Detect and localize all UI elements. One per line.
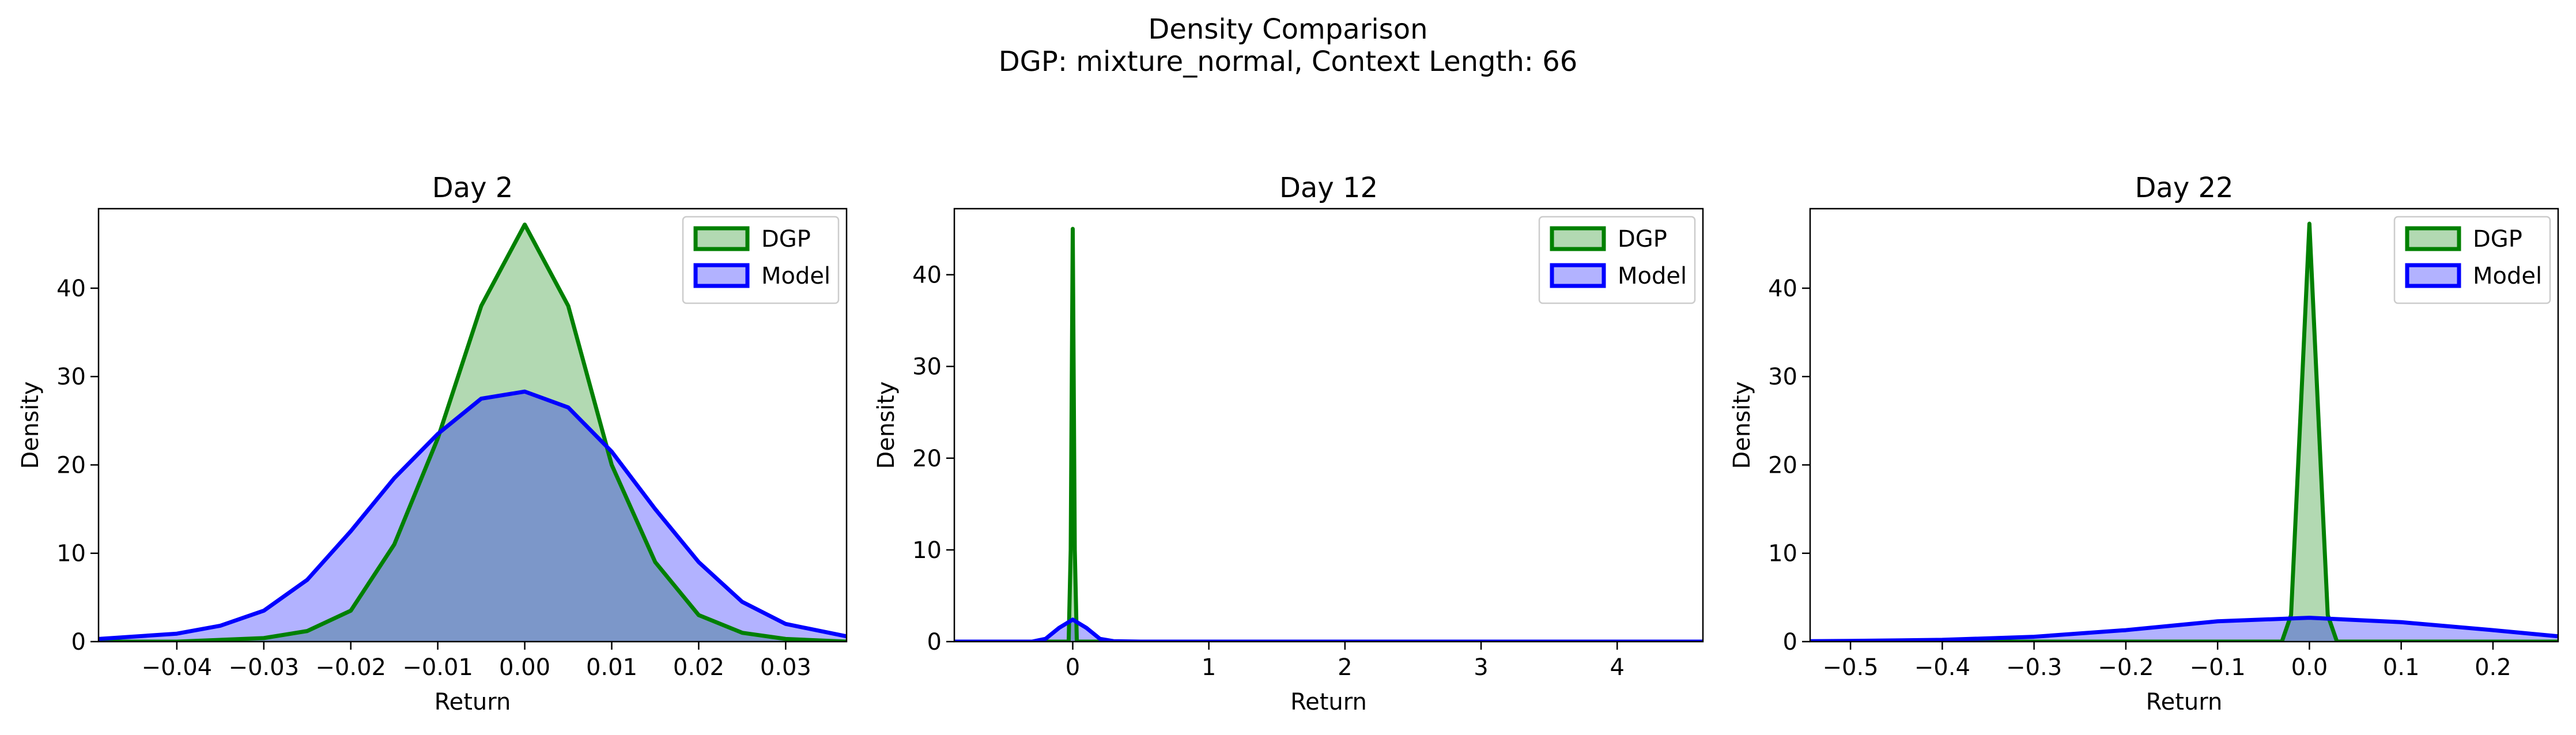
legend-swatch-dgp xyxy=(693,226,750,251)
plot-area xyxy=(1810,221,2558,642)
y-tick-label: 30 xyxy=(56,364,86,390)
y-axis-label: Density xyxy=(1729,381,1755,469)
legend: DGP Model xyxy=(682,216,840,304)
legend-swatch-model xyxy=(693,263,750,288)
series-line-dgp xyxy=(99,223,847,642)
x-tick-label: −0.03 xyxy=(228,654,299,681)
series-fill-model xyxy=(99,391,847,642)
plot-area xyxy=(99,223,847,642)
x-tick-label: 1 xyxy=(1202,654,1216,681)
series-line-dgp xyxy=(954,227,1703,642)
series-line-model xyxy=(99,389,847,641)
subplot-title: Day 22 xyxy=(2135,172,2233,204)
y-tick-label: 10 xyxy=(912,537,942,564)
y-tick-label: 40 xyxy=(1768,276,1797,302)
x-tick-label: −0.02 xyxy=(315,654,386,681)
figure-subtitle: DGP: mixture_normal, Context Length: 66 xyxy=(998,46,1578,78)
y-tick-label: 10 xyxy=(1768,541,1797,567)
x-tick-label: −0.2 xyxy=(2098,654,2154,681)
subplot-3: −0.5 −0.4 −0.3 −0.2 −0.1 0.0 0.1 0.2 0 10 20 30 40 Da… xyxy=(1729,172,2559,715)
legend: DGP Model xyxy=(1538,216,1696,304)
axes-frame xyxy=(1809,208,2559,643)
y-tick-label: 40 xyxy=(912,262,942,289)
x-tick-label: −0.5 xyxy=(1823,654,1879,681)
x-tick-label: 3 xyxy=(1474,654,1488,681)
series-line-dgp xyxy=(1810,221,2558,642)
x-tick-label: −0.1 xyxy=(2190,654,2246,681)
x-tick-label: 4 xyxy=(1610,654,1624,681)
x-tick-label: 0 xyxy=(1066,654,1080,681)
x-tick-label: 0.0 xyxy=(2291,654,2328,681)
x-axis-label: Return xyxy=(435,689,511,715)
y-tick-label: 20 xyxy=(912,446,942,472)
x-axis-label: Return xyxy=(1290,689,1367,715)
legend-label-model: Model xyxy=(761,263,830,289)
series-fill-dgp xyxy=(99,224,847,642)
legend-frame xyxy=(1538,216,1696,304)
legend: DGP Model xyxy=(2393,216,2551,304)
x-tick-label: −0.3 xyxy=(2006,654,2062,681)
x-tick-label: −0.04 xyxy=(142,654,213,681)
x-tick-label: −0.01 xyxy=(402,654,473,681)
legend-frame xyxy=(682,216,840,304)
x-tick-label: −0.4 xyxy=(1914,654,1970,681)
subplot-1: −0.04 −0.03 −0.02 −0.01 0.00 0.01 0.02 0.03 0 10 2… xyxy=(17,172,848,715)
x-tick-label: 0.2 xyxy=(2475,654,2511,681)
legend-label-model: Model xyxy=(2473,263,2542,289)
x-tick-label: 0.02 xyxy=(673,654,724,681)
legend-swatch-dgp xyxy=(2405,226,2461,251)
subplot-title: Day 2 xyxy=(432,172,513,204)
legend-label-dgp: DGP xyxy=(1618,226,1667,252)
x-tick-label: 0.03 xyxy=(760,654,811,681)
y-tick-label: 30 xyxy=(912,354,942,380)
figure-title: Density Comparison xyxy=(1148,13,1428,46)
legend-swatch-model xyxy=(1550,263,1606,288)
legend-label-model: Model xyxy=(1618,263,1687,289)
legend-swatch-dgp xyxy=(1550,226,1606,251)
y-tick-label: 30 xyxy=(1768,364,1797,390)
axes-frame xyxy=(97,208,848,643)
x-tick-label: 0.00 xyxy=(499,654,550,681)
series-fill-model xyxy=(1810,617,2558,642)
x-tick-label: 0.01 xyxy=(586,654,637,681)
y-tick-label: 20 xyxy=(56,452,86,478)
y-axis-label: Density xyxy=(873,381,900,469)
y-axis-label: Density xyxy=(17,381,44,469)
series-line-model xyxy=(1810,616,2558,642)
subplot-title: Day 12 xyxy=(1279,172,1378,204)
y-tick-label: 40 xyxy=(56,276,86,302)
legend-frame xyxy=(2393,216,2551,304)
y-tick-label: 0 xyxy=(71,629,86,655)
y-tick-label: 20 xyxy=(1768,452,1797,478)
legend-label-dgp: DGP xyxy=(2473,226,2522,252)
legend-swatch-model xyxy=(2405,263,2461,288)
axes-frame xyxy=(953,208,1704,643)
x-tick-label: 0.1 xyxy=(2383,654,2420,681)
y-tick-label: 10 xyxy=(56,541,86,567)
x-tick-label: 2 xyxy=(1338,654,1352,681)
y-tick-label: 0 xyxy=(1783,629,1797,655)
legend-label-dgp: DGP xyxy=(761,226,811,252)
x-axis-label: Return xyxy=(2146,689,2223,715)
y-tick-label: 0 xyxy=(927,629,942,655)
